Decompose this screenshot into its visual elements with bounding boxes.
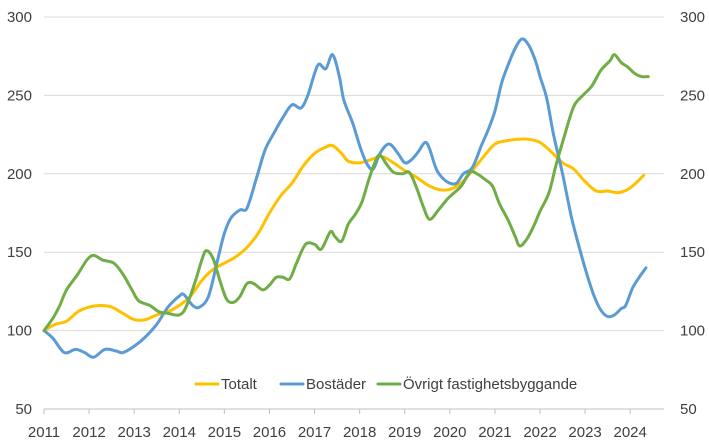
y-tick-label-left: 50 bbox=[15, 401, 32, 418]
gridlines bbox=[44, 16, 664, 410]
y-tick-label-left: 100 bbox=[7, 323, 32, 340]
x-tick-label: 2017 bbox=[298, 424, 331, 441]
x-tick-label: 2020 bbox=[433, 424, 466, 441]
legend-label: Totalt bbox=[221, 376, 258, 393]
series-lines bbox=[42, 37, 650, 359]
y-tick-label-right: 50 bbox=[680, 401, 697, 418]
y-tick-label-left: 250 bbox=[7, 87, 32, 104]
x-tick-label: 2013 bbox=[117, 424, 150, 441]
legend-label: Bostäder bbox=[306, 376, 366, 393]
y-tick-label-right: 200 bbox=[680, 166, 705, 183]
legend: Totalt Bostäder Övrigt fastighetsbyggande bbox=[194, 375, 577, 393]
x-tick-label: 2015 bbox=[208, 424, 241, 441]
y-axis-left: 50 100 150 200 250 300 bbox=[7, 9, 32, 418]
x-tick-label: 2011 bbox=[28, 424, 60, 441]
y-tick-label-right: 150 bbox=[680, 244, 705, 261]
x-tick-label: 2018 bbox=[343, 424, 376, 441]
y-tick-label-left: 200 bbox=[7, 166, 32, 183]
x-tick-label: 2014 bbox=[163, 424, 196, 441]
x-tick-label: 2019 bbox=[388, 424, 421, 441]
y-tick-label-right: 250 bbox=[680, 87, 705, 104]
x-tick-label: 2023 bbox=[568, 424, 601, 441]
y-tick-label-right: 300 bbox=[680, 9, 705, 26]
x-tick-label: 2016 bbox=[253, 424, 286, 441]
y-tick-label-left: 150 bbox=[7, 244, 32, 261]
x-tick-label: 2024 bbox=[613, 424, 646, 441]
y-tick-label-left: 300 bbox=[7, 9, 32, 26]
x-tick-label: 2012 bbox=[72, 424, 105, 441]
y-tick-label-right: 100 bbox=[680, 323, 705, 340]
x-axis: 2011 2012 2013 2014 2015 2016 2017 2018 2019 2020… bbox=[28, 409, 647, 441]
series-line-totalt bbox=[42, 137, 646, 333]
y-axis-right: 50 100 150 200 250 300 bbox=[680, 9, 705, 418]
x-tick-label: 2022 bbox=[523, 424, 556, 441]
series-line--vrigt-fastighetsbyggande bbox=[42, 53, 650, 333]
legend-label: Övrigt fastighetsbyggande bbox=[403, 375, 577, 393]
series-line-bost-der bbox=[42, 37, 648, 359]
x-tick-label: 2021 bbox=[478, 424, 511, 441]
